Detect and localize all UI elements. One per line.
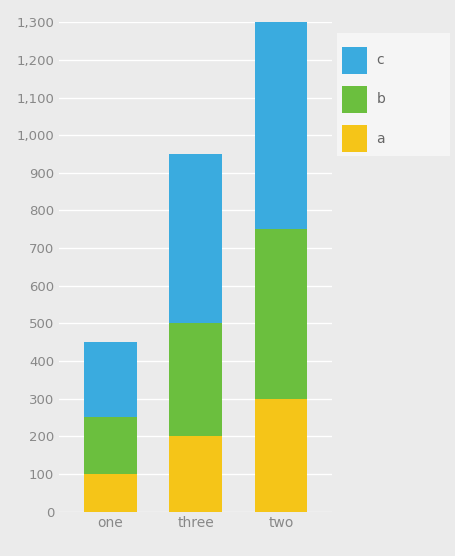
FancyBboxPatch shape (342, 125, 367, 152)
Text: c: c (377, 53, 384, 67)
FancyBboxPatch shape (342, 47, 367, 74)
Bar (169, 436, 222, 512)
Bar (254, 399, 308, 512)
FancyBboxPatch shape (342, 86, 367, 113)
Bar (84, 418, 137, 474)
Bar (169, 324, 222, 436)
Bar (169, 154, 222, 324)
Text: b: b (377, 92, 385, 106)
Bar (84, 474, 137, 512)
Bar (254, 22, 308, 229)
Text: a: a (377, 132, 385, 146)
Bar (254, 229, 308, 399)
Bar (84, 342, 137, 418)
